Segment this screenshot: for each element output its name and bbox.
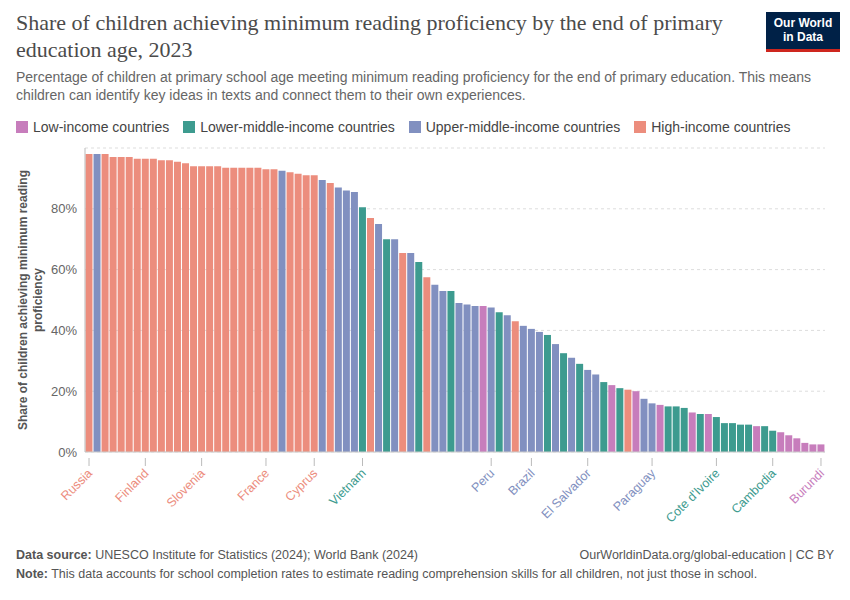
html-text:Data source: UNESCO Institute: Data source: UNESCO Institute for Statis…	[16, 548, 418, 562]
html-text:Upper-middle-income countries: Upper-middle-income countries	[425, 119, 621, 135]
svg-text:Cote d'Ivoire: Cote d'Ivoire	[663, 466, 722, 522]
svg-text:0%: 0%	[58, 445, 77, 460]
svg-text:20%: 20%	[51, 384, 77, 399]
html-text:Share of children achieving mi: Share of children achieving minimum read…	[16, 10, 723, 62]
svg-text:El Salvador: El Salvador	[539, 466, 594, 521]
html-text:Percentage of children at prim: Percentage of children at primary school…	[16, 69, 811, 104]
html-text:Low-income countries: Low-income countries	[33, 119, 170, 135]
svg-text:Cambodia: Cambodia	[729, 466, 779, 516]
html-text:Lower-middle-income countries: Lower-middle-income countries	[200, 119, 395, 135]
svg-text:60%: 60%	[51, 262, 77, 277]
svg-text:Russia: Russia	[58, 466, 95, 503]
svg-text:Finland: Finland	[113, 466, 152, 505]
svg-text:80%: 80%	[51, 201, 77, 216]
svg-text:Slovenia: Slovenia	[164, 466, 208, 510]
html-text:High-income countries: High-income countries	[651, 119, 791, 135]
html-text:Our World in Data: Our World in Data	[773, 16, 833, 44]
svg-text:Peru: Peru	[469, 466, 498, 495]
html-text:Note: This data accounts for s: Note: This data accounts for school comp…	[16, 567, 758, 581]
svg-text:Brazil: Brazil	[506, 466, 538, 498]
svg-text:Burundi: Burundi	[787, 466, 827, 506]
html-text:Share of children achieving mi: Share of children achieving minimum read…	[16, 170, 45, 430]
svg-text:France: France	[235, 466, 272, 503]
html-text:OurWorldinData.org/global-educ: OurWorldinData.org/global-education | CC…	[579, 548, 834, 562]
svg-text:Vietnam: Vietnam	[326, 466, 368, 508]
svg-text:Cyprus: Cyprus	[282, 466, 320, 504]
svg-text:40%: 40%	[51, 323, 77, 338]
svg-text:Paraguay: Paraguay	[610, 466, 658, 514]
